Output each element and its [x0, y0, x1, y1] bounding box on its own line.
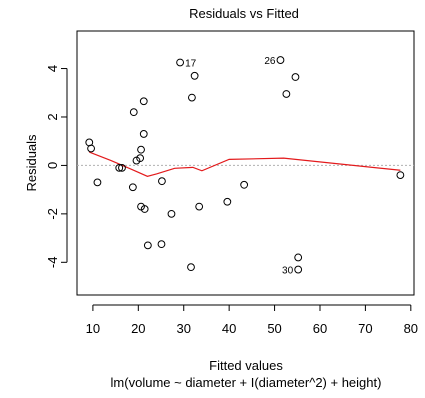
x-axis: 10 20 30 40 50 60 70 80 [86, 304, 418, 336]
data-point [143, 241, 152, 250]
data-point [282, 90, 291, 98]
y-tick-label: 2 [45, 113, 60, 120]
data-point [190, 71, 199, 80]
data-point [157, 240, 166, 249]
data-point [137, 145, 145, 154]
data-point [223, 197, 232, 206]
y-axis: -4 -2 0 2 4 [45, 65, 68, 269]
x-tick-label: 80 [404, 321, 418, 336]
x-axis-label: Fitted values [209, 358, 283, 373]
x-tick-label: 30 [176, 321, 190, 336]
data-point [115, 163, 124, 172]
y-tick-label: 4 [45, 65, 60, 72]
data-point [136, 154, 145, 163]
data-point [396, 171, 405, 180]
x-tick-label: 70 [358, 321, 372, 336]
data-point [139, 97, 148, 106]
data-point [140, 205, 149, 213]
outlier-label: 30 [282, 266, 294, 277]
chart-title: Residuals vs Fitted [189, 6, 299, 21]
data-point [187, 263, 195, 272]
data-point [167, 209, 176, 218]
data-point [93, 178, 102, 187]
outlier-label: 26 [264, 56, 276, 67]
y-tick-label: -4 [45, 257, 60, 269]
smooth-trend-line [89, 151, 401, 177]
data-point [195, 202, 204, 211]
y-tick-label: 0 [45, 162, 60, 169]
data-point [158, 177, 166, 186]
x-tick-label: 60 [313, 321, 327, 336]
data-point [118, 163, 126, 172]
data-point [176, 58, 184, 67]
y-axis-label: Residuals [24, 134, 39, 192]
x-tick-label: 10 [86, 321, 100, 336]
data-point [294, 265, 303, 274]
x-tick-label: 20 [131, 321, 145, 336]
data-point [291, 73, 300, 81]
data-point [139, 130, 148, 138]
outlier-label: 17 [185, 58, 197, 69]
plot-frame [76, 30, 415, 296]
data-point [294, 253, 303, 262]
data-point [87, 144, 95, 153]
data-points [85, 56, 405, 274]
point-labels: 17 26 30 [185, 56, 294, 277]
data-point [240, 180, 249, 189]
data-point [129, 108, 138, 117]
data-point [276, 56, 285, 64]
x-tick-label: 50 [267, 321, 281, 336]
model-formula-caption: lm(volume ~ diameter + I(diameter^2) + h… [111, 375, 382, 390]
y-tick-label: -2 [45, 208, 60, 220]
x-tick-label: 40 [222, 321, 236, 336]
data-point [128, 183, 137, 192]
data-point [188, 93, 196, 102]
